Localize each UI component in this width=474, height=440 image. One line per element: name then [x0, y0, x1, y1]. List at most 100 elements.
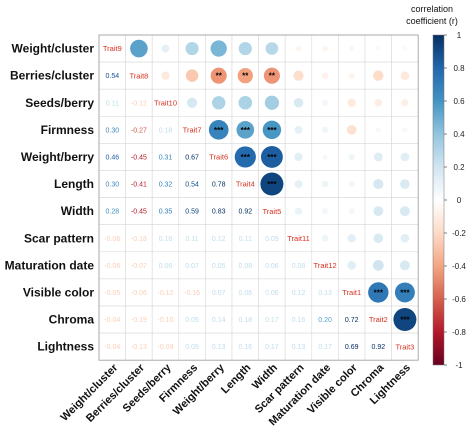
grid-cell: [258, 332, 286, 361]
correlation-circle: [294, 125, 303, 134]
grid-cell: [231, 305, 259, 334]
legend-tick-label: -0.6: [452, 295, 466, 304]
correlation-circle: [321, 180, 329, 188]
correlation-value-label: 0.07: [212, 290, 226, 297]
significance-marker: ***: [241, 153, 251, 162]
diagonal-trait-label: Trait8: [129, 71, 148, 80]
correlation-marks: Trait9 0.54 Trait8 ** * * ** 0.11 -0.12 Trait10 0.…: [103, 39, 417, 351]
correlation-circle: [375, 127, 381, 133]
correlation-circle: [349, 45, 355, 52]
grid-cell: [98, 143, 126, 171]
grid-cell: [258, 197, 286, 226]
correlation-value-label: -0.45: [131, 154, 147, 161]
grid-cell: [258, 278, 286, 307]
grid-frame: [98, 34, 419, 361]
diagonal-trait-label: Trait1: [342, 288, 361, 297]
diagonal-trait-label: Trait12: [314, 261, 337, 270]
column-labels: Weight/clusterBerries/clusterSeeds/berry…: [58, 361, 413, 428]
correlation-circle: [322, 154, 328, 160]
correlation-value-label: 0.16: [238, 344, 252, 351]
significance-marker: ***: [267, 126, 277, 135]
grid-cell: [178, 170, 206, 198]
correlation-value-label: 0.17: [265, 317, 279, 324]
correlation-circle: [322, 45, 329, 52]
grid-cell: [284, 251, 313, 280]
grid-cell: [125, 251, 153, 280]
correlation-value-label: 0.54: [105, 73, 119, 80]
correlation-circle: [402, 46, 408, 51]
correlation-value-label: 0.13: [318, 290, 332, 297]
significance-marker: **: [242, 72, 249, 81]
correlation-value-label: -0.19: [131, 317, 147, 324]
correlation-value-label: -0.06: [104, 263, 120, 270]
legend-tick-label: -0.8: [452, 328, 466, 337]
correlation-circle: [322, 99, 329, 106]
grid-cell: [178, 251, 206, 280]
correlation-value-label: 0.08: [238, 263, 252, 270]
significance-marker: ***: [267, 153, 277, 162]
correlation-circle: [373, 233, 384, 244]
correlation-value-label: -0.27: [131, 127, 147, 134]
row-label: Maturation date: [5, 258, 95, 272]
correlation-circle: [130, 39, 148, 58]
correlation-value-label: 0.05: [185, 317, 199, 324]
legend-tick-label: 0.6: [453, 97, 465, 106]
significance-marker: **: [269, 72, 276, 81]
correlation-circle: [210, 40, 227, 57]
grid-cell: [98, 224, 126, 253]
diagonal-trait-label: Trait10: [154, 98, 177, 107]
row-label: Chroma: [49, 313, 95, 327]
correlation-circle: [295, 45, 302, 52]
correlation-circle: [293, 97, 304, 108]
grid-cell: [258, 224, 286, 253]
correlation-circle: [373, 152, 383, 162]
correlation-value-label: -0.45: [131, 209, 147, 216]
correlation-circle: [373, 206, 384, 217]
correlation-value-label: -0.05: [104, 290, 120, 297]
legend-tick-label: 0.2: [453, 163, 465, 172]
legend-tick-label: -1: [455, 361, 463, 370]
legend-tick-label: 0.4: [453, 130, 465, 139]
grid-cell: [178, 197, 206, 226]
correlation-value-label: 0.06: [265, 263, 279, 270]
grid-cell: [338, 278, 366, 307]
grid-cell: [284, 305, 313, 334]
diagonal-trait-label: Trait2: [369, 315, 388, 324]
correlation-value-label: 0.13: [212, 344, 226, 351]
correlation-circle: [260, 172, 284, 196]
correlation-value-label: 0.72: [345, 317, 359, 324]
correlation-circle: [373, 70, 384, 81]
legend-color-bar: [432, 34, 445, 366]
correlation-value-label: 0.11: [186, 236, 199, 243]
column-label: Length: [219, 362, 254, 397]
correlation-circle: [347, 234, 356, 243]
correlation-value-label: 0.32: [159, 182, 173, 189]
correlation-value-label: -0.06: [104, 236, 120, 243]
grid-cell: [98, 197, 126, 226]
grid-cell: [231, 170, 259, 198]
significance-marker: ***: [241, 126, 251, 135]
correlation-circle: [402, 127, 408, 133]
diagonal-trait-label: Trait9: [103, 44, 122, 53]
correlation-value-label: 0.14: [212, 317, 226, 324]
correlation-value-label: 0.17: [265, 344, 279, 351]
correlation-value-label: -0.16: [184, 290, 200, 297]
grid-cell: [151, 251, 180, 280]
correlation-value-label: 0.07: [185, 263, 199, 270]
correlation-circle: [185, 41, 199, 56]
correlation-value-label: 0.18: [159, 127, 173, 134]
diagonal-trait-label: Trait7: [183, 125, 202, 134]
correlation-value-label: 0.11: [106, 100, 119, 107]
correlation-value-label: -0.12: [158, 290, 174, 297]
correlation-circle: [346, 125, 357, 135]
correlation-circle: [185, 69, 199, 82]
correlation-circle: [374, 98, 383, 107]
correlation-circle: [400, 152, 410, 162]
correlation-circle: [262, 120, 282, 140]
grid-cell: [231, 332, 259, 361]
grid-cell: [125, 305, 153, 334]
correlation-value-label: 0.92: [238, 209, 252, 216]
grid-cell: [258, 305, 286, 334]
correlation-circle: [234, 146, 256, 168]
